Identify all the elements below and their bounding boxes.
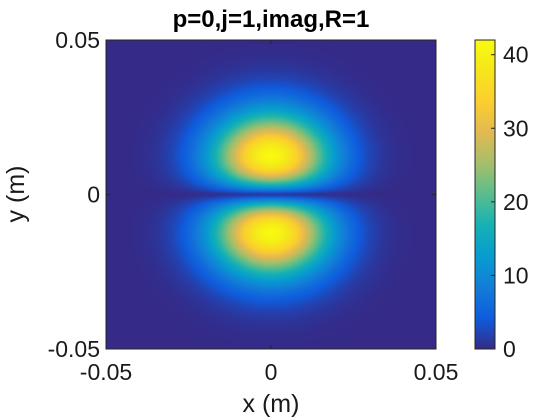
colorbar-tick-label: 20 <box>503 189 529 215</box>
x-tick-labels: -0.05 0 0.05 <box>80 359 459 385</box>
x-axis-label: x (m) <box>243 390 300 418</box>
colorbar-tick-label: 10 <box>503 262 529 288</box>
x-tick-label: -0.05 <box>80 359 132 385</box>
colorbar-tick-label: 30 <box>503 115 529 141</box>
colorbar-tick-label: 40 <box>503 42 529 68</box>
plot-area <box>105 39 437 350</box>
y-tick-label: 0.05 <box>55 27 100 53</box>
x-tick-label: 0 <box>265 359 278 385</box>
colorbar-tick-labels: 0 10 20 30 40 <box>503 42 529 362</box>
colorbar-tick-label: 0 <box>503 336 516 362</box>
colorbar-tick-marks <box>491 54 495 350</box>
y-axis-label: y (m) <box>2 166 30 223</box>
colorbar: 0 10 20 30 40 <box>474 39 529 362</box>
heatmap-image <box>106 40 436 349</box>
y-tick-label: -0.05 <box>48 336 100 362</box>
colorbar-gradient <box>475 40 495 349</box>
colorbar-frame <box>474 39 496 350</box>
x-tick-marks <box>105 40 437 349</box>
y-tick-marks <box>106 39 436 350</box>
y-tick-label: 0 <box>87 182 100 208</box>
x-tick-label: 0.05 <box>414 359 459 385</box>
chart-title: p=0,j=1,imag,R=1 <box>173 6 370 33</box>
y-tick-labels: -0.05 0 0.05 <box>48 27 100 362</box>
